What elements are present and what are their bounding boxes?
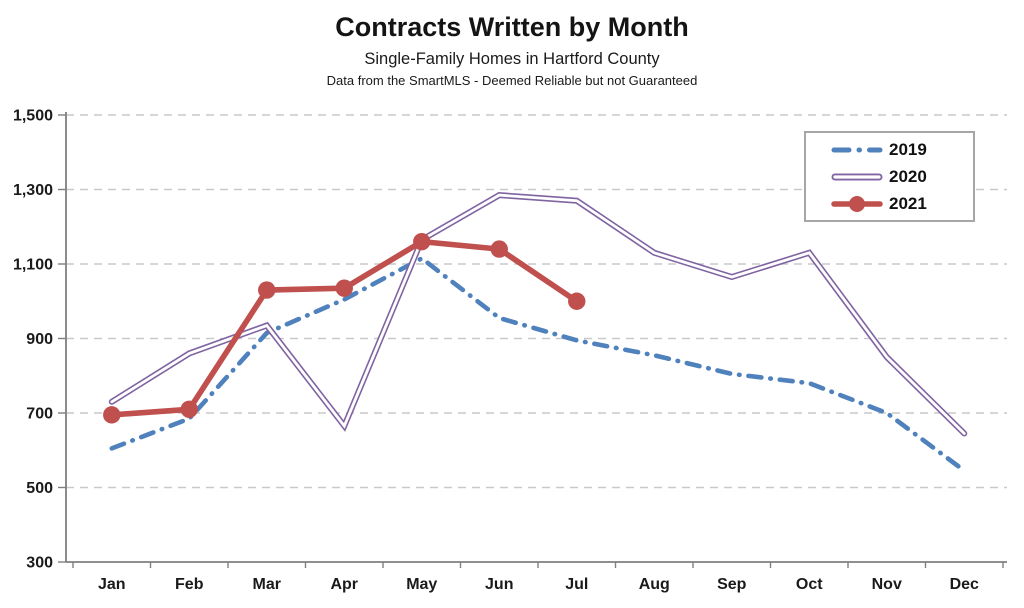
y-axis-label: 1,300 [13,182,53,199]
x-axis-label: Aug [639,576,670,593]
legend-item-2019: 2019 [830,137,973,163]
legend: 2019 2020 2021 [804,131,975,222]
x-axis-label: Jul [565,576,588,593]
data-point-2021 [103,406,121,424]
y-axis-label: 900 [26,331,53,348]
x-axis-label: May [406,576,437,593]
x-axis-label: Apr [330,576,358,593]
dash-dot-line-icon [831,147,883,152]
series-line-2019 [109,256,967,474]
data-point-2021 [413,232,431,251]
series-line-2021 [109,238,580,418]
data-point-2021 [568,292,586,310]
x-axis-label: Sep [717,576,747,593]
x-axis-label: Jan [98,576,126,593]
series-line-inner-2020 [110,193,966,435]
x-axis-label: Dec [950,576,979,593]
y-axis-label: 300 [26,555,53,572]
x-axis-label: Jun [485,576,513,593]
data-point-2021 [490,240,508,258]
line-with-marker-icon [831,195,883,212]
chart-subtitle: Single-Family Homes in Hartford County [364,50,660,69]
chart-title: Contracts Written by Month [335,12,689,42]
y-axis-label: 500 [26,480,53,497]
chart-source-note: Data from the SmartMLS - Deemed Reliable… [326,73,698,89]
y-axis-label: 700 [26,406,53,423]
x-axis-label: Oct [796,576,823,593]
outline-line-icon [831,173,883,180]
chart-header: Contracts Written by Month Single-Family… [0,12,1024,89]
x-axis-label: Mar [253,576,281,593]
legend-label-2021: 2021 [889,193,927,213]
data-point-2021 [258,281,276,299]
data-point-2021 [335,279,353,297]
x-axis-label: Feb [175,576,204,593]
x-axis-label: Nov [872,576,902,593]
series-line-2020 [108,192,968,437]
legend-label-2019: 2019 [889,139,927,159]
legend-item-2021: 2021 [830,191,973,217]
legend-item-2020: 2020 [830,164,973,190]
data-point-2021 [180,400,198,418]
legend-label-2020: 2020 [889,166,927,186]
y-axis-label: 1,500 [13,108,53,125]
y-axis-label: 1,100 [13,257,53,274]
